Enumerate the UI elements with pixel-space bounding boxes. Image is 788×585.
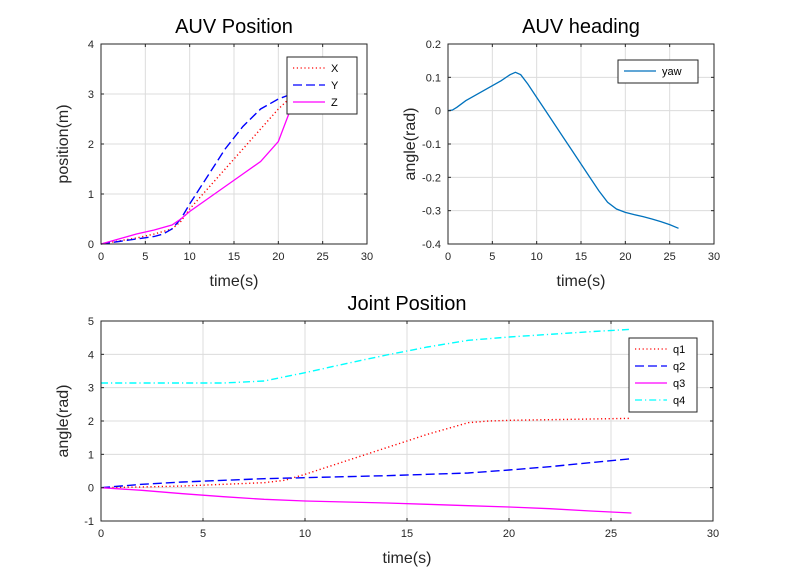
auv-position-legend: XYZ — [286, 56, 358, 115]
x-tick-label: 15 — [401, 528, 413, 540]
x-tick-label: 20 — [619, 251, 631, 263]
y-tick-label: 0.2 — [426, 39, 441, 51]
x-tick-label: 0 — [98, 528, 104, 540]
joint-position-xlabel: time(s) — [383, 550, 432, 567]
x-tick-label: 30 — [708, 251, 720, 263]
y-tick-label: 2 — [88, 416, 94, 428]
joint-position-series-q1 — [100, 417, 632, 489]
joint-position-title: Joint Position — [348, 293, 467, 315]
auv-position-ylabel: position(m) — [55, 104, 72, 183]
y-tick-label: 2 — [88, 139, 94, 151]
x-tick-label: 5 — [200, 528, 206, 540]
y-tick-label: -0.1 — [422, 139, 441, 151]
x-tick-label: 10 — [184, 251, 196, 263]
x-tick-label: 15 — [575, 251, 587, 263]
auv-heading-legend: yaw — [617, 59, 699, 84]
x-tick-label: 25 — [664, 251, 676, 263]
y-tick-label: 3 — [88, 89, 94, 101]
x-tick-label: 20 — [272, 251, 284, 263]
y-tick-label: 0 — [88, 239, 94, 251]
auv-position-series-Z — [100, 106, 293, 245]
x-tick-label: 5 — [142, 251, 148, 263]
auv-position-series-X — [100, 95, 293, 245]
x-tick-label: 10 — [531, 251, 543, 263]
joint-position-series-q4 — [101, 328, 632, 384]
auv-heading-title: AUV heading — [522, 16, 640, 38]
joint-position-series-q2 — [100, 457, 632, 489]
x-tick-label: 30 — [361, 251, 373, 263]
auv-position-title: AUV Position — [175, 16, 293, 38]
auv-heading-ylabel: angle(rad) — [402, 108, 419, 181]
y-tick-label: 0 — [435, 106, 441, 118]
x-tick-label: 25 — [605, 528, 617, 540]
legend-label-q3: q3 — [673, 378, 685, 390]
y-tick-label: 4 — [88, 349, 94, 361]
joint-position-ylabel: angle(rad) — [55, 385, 72, 458]
legend-label-q1: q1 — [673, 344, 685, 356]
y-tick-label: 1 — [88, 189, 94, 201]
joint-position-chart: 0 5 10 15 20 25 30 -1 0 1 2 3 4 5 Joint Position time(s… — [55, 293, 719, 567]
legend-box — [617, 59, 699, 84]
x-tick-label: 20 — [503, 528, 515, 540]
y-tick-label: -0.2 — [422, 172, 441, 184]
x-tick-label: 0 — [98, 251, 104, 263]
y-tick-label: 0.1 — [426, 72, 441, 84]
legend-label-Y: Y — [331, 80, 339, 92]
auv-heading-xlabel: time(s) — [557, 273, 606, 290]
x-tick-label: 30 — [707, 528, 719, 540]
y-tick-label: -0.4 — [422, 239, 441, 251]
y-tick-label: 5 — [88, 316, 94, 328]
legend-label-yaw: yaw — [662, 66, 682, 78]
y-tick-label: 1 — [88, 449, 94, 461]
y-tick-label: -1 — [84, 516, 94, 528]
auv-heading-chart: 0 5 10 15 20 25 30 -0.4 -0.3 -0.2 -0.1 0 0.1 0.2 AUV h… — [402, 16, 720, 290]
x-tick-label: 0 — [445, 251, 451, 263]
x-tick-label: 25 — [317, 251, 329, 263]
legend-label-q4: q4 — [673, 395, 685, 407]
y-tick-label: 3 — [88, 383, 94, 395]
y-tick-label: 0 — [88, 483, 94, 495]
y-tick-label: -0.3 — [422, 206, 441, 218]
auv-position-chart: 0 5 10 15 20 25 30 0 1 2 3 4 AUV Position time(s) posi… — [55, 16, 373, 290]
joint-position-series-q3 — [100, 487, 632, 514]
auv-heading-series-yaw — [447, 71, 679, 229]
joint-position-legend: q1 q2 q3 q4 — [628, 337, 698, 413]
y-tick-label: 4 — [88, 39, 94, 51]
legend-label-X: X — [331, 63, 339, 75]
x-tick-label: 15 — [228, 251, 240, 263]
legend-label-Z: Z — [331, 97, 338, 109]
auv-position-xlabel: time(s) — [210, 273, 259, 290]
auv-position-series-Y — [100, 93, 292, 245]
x-tick-label: 5 — [489, 251, 495, 263]
x-tick-label: 10 — [299, 528, 311, 540]
legend-label-q2: q2 — [673, 361, 685, 373]
